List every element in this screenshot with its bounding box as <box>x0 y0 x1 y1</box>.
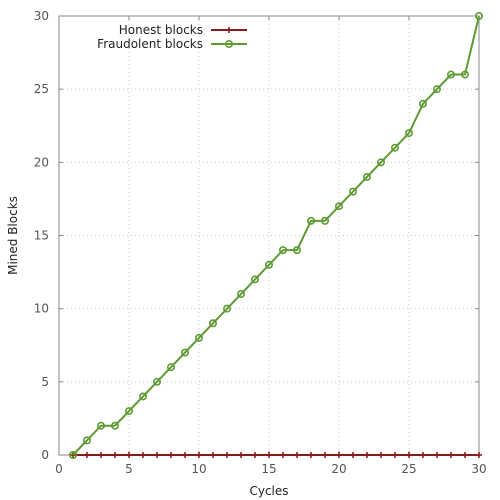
grid <box>59 16 479 455</box>
y-tick-label: 30 <box>34 9 49 23</box>
data-point <box>280 452 286 458</box>
data-point <box>362 172 371 181</box>
data-point <box>224 452 230 458</box>
legend-label: Fraudolent blocks <box>97 37 203 51</box>
data-point <box>376 158 385 167</box>
data-point <box>238 452 244 458</box>
x-tick-label: 30 <box>471 462 486 476</box>
data-point <box>264 260 273 269</box>
data-point <box>462 452 468 458</box>
data-point <box>446 70 455 79</box>
series-honest-blocks <box>70 452 482 458</box>
x-tick-label: 10 <box>191 462 206 476</box>
data-point <box>460 70 469 79</box>
data-point <box>98 452 104 458</box>
data-point <box>154 452 160 458</box>
data-point <box>420 452 426 458</box>
data-point <box>209 319 218 328</box>
data-point <box>181 348 190 357</box>
series-group <box>69 12 483 459</box>
data-point <box>223 304 232 313</box>
y-tick-label: 5 <box>41 375 49 389</box>
legend-swatch-marker <box>225 39 234 48</box>
data-point <box>434 452 440 458</box>
y-tick-label: 20 <box>34 155 49 169</box>
data-point <box>168 452 174 458</box>
data-point <box>125 407 134 416</box>
data-point <box>167 363 176 372</box>
data-point <box>266 452 272 458</box>
data-point <box>334 202 343 211</box>
data-point <box>83 436 92 445</box>
data-point <box>320 216 329 225</box>
data-point <box>418 99 427 108</box>
data-point <box>84 452 90 458</box>
axis-ticks: 0 5 10 15 20 25 30 0 5 10 15 20 25 30 <box>34 9 487 476</box>
data-point <box>252 452 258 458</box>
series-fraudolent-blocks <box>69 12 483 459</box>
data-point <box>195 333 204 342</box>
data-point <box>182 452 188 458</box>
x-axis-title: Cycles <box>249 484 288 498</box>
data-point <box>111 421 120 430</box>
data-point <box>406 452 412 458</box>
data-point <box>139 392 148 401</box>
y-tick-label: 10 <box>34 302 49 316</box>
data-point <box>278 246 287 255</box>
data-point <box>476 452 482 458</box>
data-point <box>306 216 315 225</box>
x-tick-label: 25 <box>401 462 416 476</box>
data-point <box>97 421 106 430</box>
data-point <box>378 452 384 458</box>
data-point <box>308 452 314 458</box>
data-point <box>364 452 370 458</box>
data-point <box>392 452 398 458</box>
data-point <box>112 452 118 458</box>
data-point <box>474 12 483 21</box>
data-point <box>196 452 202 458</box>
data-point <box>292 246 301 255</box>
data-point <box>153 377 162 386</box>
legend-item: Honest blocks <box>119 23 247 37</box>
legend-label: Honest blocks <box>119 23 203 37</box>
y-tick-label: 0 <box>41 448 49 462</box>
data-point <box>126 452 132 458</box>
x-tick-label: 5 <box>125 462 133 476</box>
data-point <box>294 452 300 458</box>
data-point <box>69 450 78 459</box>
data-point <box>336 452 342 458</box>
y-axis-title: Mined Blocks <box>6 196 20 275</box>
data-point <box>210 452 216 458</box>
x-tick-label: 15 <box>261 462 276 476</box>
data-point <box>348 187 357 196</box>
data-point <box>448 452 454 458</box>
data-point <box>390 143 399 152</box>
data-point <box>404 129 413 138</box>
data-point <box>237 290 246 299</box>
legend-item: Fraudolent blocks <box>97 37 247 51</box>
data-point <box>140 452 146 458</box>
data-point <box>322 452 328 458</box>
data-point <box>432 85 441 94</box>
legend-swatch-marker <box>226 27 232 33</box>
y-tick-label: 25 <box>34 82 49 96</box>
data-point <box>251 275 260 284</box>
x-tick-label: 0 <box>55 462 63 476</box>
data-point <box>350 452 356 458</box>
x-tick-label: 20 <box>331 462 346 476</box>
y-tick-label: 15 <box>34 229 49 243</box>
